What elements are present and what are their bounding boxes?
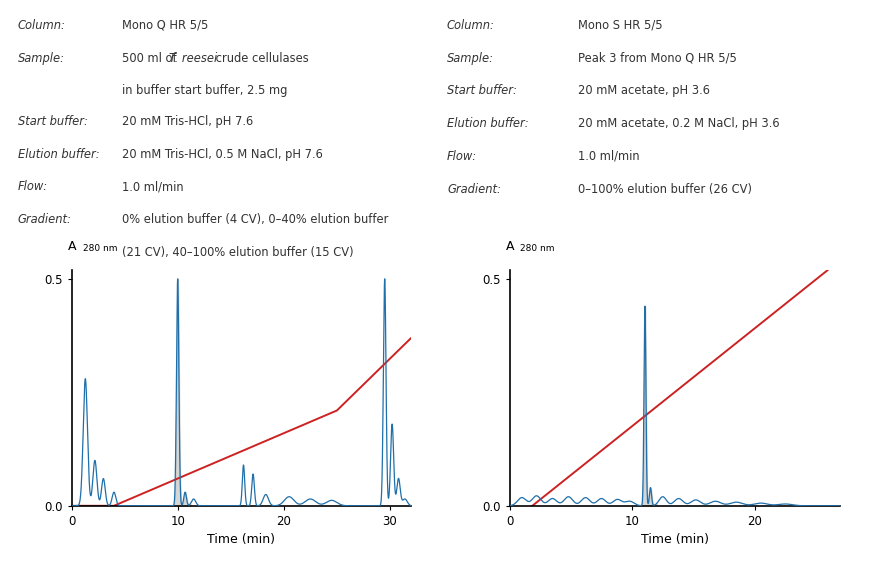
Text: 0–100% elution buffer (26 CV): 0–100% elution buffer (26 CV): [578, 183, 753, 196]
Text: 280 nm: 280 nm: [520, 244, 555, 253]
Text: Sample:: Sample:: [447, 52, 494, 65]
Text: A: A: [68, 240, 77, 253]
Text: Gradient:: Gradient:: [447, 183, 501, 196]
Text: Flow:: Flow:: [18, 180, 48, 193]
Text: Column:: Column:: [447, 19, 495, 32]
Text: 500 ml of: 500 ml of: [122, 52, 181, 65]
Text: 20 mM Tris-HCl, 0.5 M NaCl, pH 7.6: 20 mM Tris-HCl, 0.5 M NaCl, pH 7.6: [122, 148, 323, 161]
Text: Elution buffer:: Elution buffer:: [18, 148, 99, 161]
Text: 1.0 ml/min: 1.0 ml/min: [578, 150, 640, 163]
Text: 20 mM acetate, 0.2 M NaCl, pH 3.6: 20 mM acetate, 0.2 M NaCl, pH 3.6: [578, 117, 780, 130]
Text: Mono S HR 5/5: Mono S HR 5/5: [578, 19, 663, 32]
Text: Start buffer:: Start buffer:: [18, 115, 88, 128]
Text: Mono Q HR 5/5: Mono Q HR 5/5: [122, 19, 208, 32]
Text: Flow:: Flow:: [447, 150, 477, 163]
Text: (21 CV), 40–100% elution buffer (15 CV): (21 CV), 40–100% elution buffer (15 CV): [122, 246, 354, 259]
Text: 280 nm: 280 nm: [83, 244, 117, 253]
Text: in buffer start buffer, 2.5 mg: in buffer start buffer, 2.5 mg: [122, 84, 288, 97]
Text: Sample:: Sample:: [18, 52, 65, 65]
Text: 0% elution buffer (4 CV), 0–40% elution buffer: 0% elution buffer (4 CV), 0–40% elution …: [122, 213, 389, 226]
Text: Column:: Column:: [18, 19, 66, 32]
X-axis label: Time (min): Time (min): [641, 533, 709, 546]
Text: 20 mM acetate, pH 3.6: 20 mM acetate, pH 3.6: [578, 84, 711, 97]
Text: Gradient:: Gradient:: [18, 213, 72, 226]
X-axis label: Time (min): Time (min): [207, 533, 275, 546]
Text: T. reesei: T. reesei: [169, 52, 217, 65]
Text: crude cellulases: crude cellulases: [212, 52, 308, 65]
Text: Elution buffer:: Elution buffer:: [447, 117, 528, 130]
Text: 20 mM Tris-HCl, pH 7.6: 20 mM Tris-HCl, pH 7.6: [122, 115, 253, 128]
Text: A: A: [506, 240, 515, 253]
Text: Start buffer:: Start buffer:: [447, 84, 517, 97]
Text: Peak 3 from Mono Q HR 5/5: Peak 3 from Mono Q HR 5/5: [578, 52, 738, 65]
Text: 1.0 ml/min: 1.0 ml/min: [122, 180, 184, 193]
